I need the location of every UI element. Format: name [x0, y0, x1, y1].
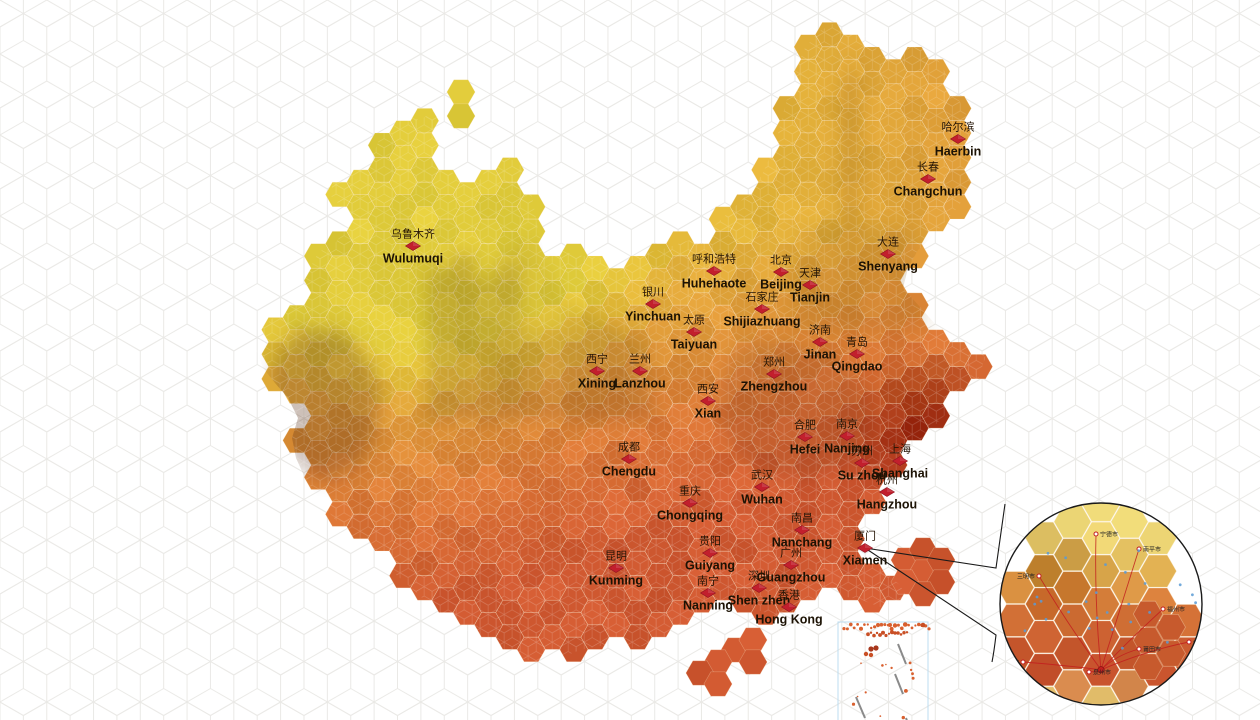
svg-text:香港: 香港	[778, 589, 800, 602]
svg-text:Hong Kong: Hong Kong	[755, 613, 822, 627]
svg-text:Nanning: Nanning	[683, 599, 733, 613]
svg-text:福州市: 福州市	[1167, 606, 1185, 614]
svg-text:厦门: 厦门	[854, 529, 876, 543]
svg-text:西安: 西安	[697, 382, 719, 396]
svg-text:Haerbin: Haerbin	[935, 145, 982, 159]
svg-text:Xiamen: Xiamen	[843, 554, 887, 568]
svg-text:深圳: 深圳	[748, 570, 770, 583]
svg-text:Xian: Xian	[695, 407, 721, 421]
svg-text:三明市: 三明市	[1017, 573, 1035, 581]
svg-text:Hangzhou: Hangzhou	[857, 498, 917, 512]
svg-text:Tianjin: Tianjin	[790, 291, 830, 305]
svg-text:哈尔滨: 哈尔滨	[942, 120, 975, 134]
svg-text:银川: 银川	[642, 285, 664, 299]
svg-text:广州: 广州	[780, 547, 802, 560]
svg-text:Xining: Xining	[578, 377, 616, 391]
svg-text:石家庄: 石家庄	[746, 290, 779, 304]
svg-text:Shenyang: Shenyang	[858, 260, 918, 274]
svg-text:Huhehaote: Huhehaote	[682, 277, 747, 291]
svg-text:重庆: 重庆	[679, 484, 701, 498]
svg-text:Zhengzhou: Zhengzhou	[741, 380, 808, 394]
svg-text:Chengdu: Chengdu	[602, 465, 656, 479]
svg-text:Chongqing: Chongqing	[657, 509, 723, 523]
svg-text:杭州: 杭州	[876, 473, 898, 487]
svg-text:西宁: 西宁	[586, 352, 608, 366]
svg-text:Hefei: Hefei	[790, 443, 821, 457]
svg-text:郑州: 郑州	[763, 355, 785, 369]
svg-text:济南: 济南	[809, 323, 831, 337]
svg-text:泉州市: 泉州市	[1093, 669, 1111, 677]
svg-text:Wuhan: Wuhan	[741, 493, 782, 507]
svg-text:苏州: 苏州	[851, 445, 873, 458]
svg-text:南昌: 南昌	[791, 512, 813, 525]
svg-text:Lanzhou: Lanzhou	[614, 377, 665, 391]
svg-text:太原: 太原	[683, 314, 705, 327]
svg-text:莆田市: 莆田市	[1143, 646, 1161, 654]
svg-text:Shijiazhuang: Shijiazhuang	[723, 315, 800, 329]
svg-text:Wulumuqi: Wulumuqi	[383, 252, 443, 266]
svg-text:Changchun: Changchun	[894, 185, 963, 199]
svg-text:Kunming: Kunming	[589, 574, 643, 588]
svg-text:成都: 成都	[618, 441, 640, 454]
svg-text:昆明: 昆明	[605, 550, 627, 563]
svg-text:南平市: 南平市	[1143, 546, 1161, 554]
svg-text:Taiyuan: Taiyuan	[671, 338, 717, 352]
svg-text:Guiyang: Guiyang	[685, 559, 735, 573]
svg-text:乌鲁木齐: 乌鲁木齐	[391, 227, 435, 241]
svg-text:Yinchuan: Yinchuan	[625, 310, 681, 324]
svg-text:北京: 北京	[770, 253, 792, 267]
svg-text:南京: 南京	[836, 417, 858, 431]
svg-text:宁德市: 宁德市	[1100, 531, 1118, 539]
svg-text:南宁: 南宁	[697, 574, 719, 588]
svg-text:天津: 天津	[799, 267, 821, 280]
svg-text:合肥: 合肥	[794, 418, 816, 432]
svg-text:Beijing: Beijing	[760, 278, 802, 292]
svg-text:武汉: 武汉	[751, 469, 773, 482]
svg-text:兰州: 兰州	[629, 353, 651, 366]
svg-text:呼和浩特: 呼和浩特	[692, 252, 736, 266]
svg-text:Qingdao: Qingdao	[832, 360, 883, 374]
svg-text:大连: 大连	[877, 235, 899, 249]
svg-text:上海: 上海	[889, 442, 911, 456]
svg-text:青岛: 青岛	[846, 335, 868, 349]
svg-text:长春: 长春	[917, 161, 939, 174]
svg-text:贵阳: 贵阳	[699, 535, 721, 548]
